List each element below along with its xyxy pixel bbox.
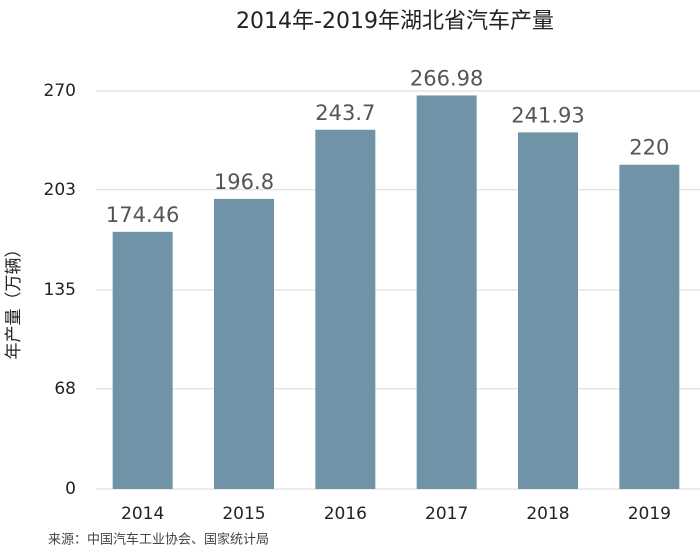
bar <box>619 164 680 489</box>
y-tick-label: 135 <box>44 280 76 300</box>
x-tick-label: 2017 <box>425 504 468 524</box>
bar <box>315 129 376 490</box>
y-tick-label: 68 <box>54 379 76 399</box>
y-axis-label: 年产量（万辆） <box>4 241 24 360</box>
y-tick-label: 0 <box>65 479 76 499</box>
value-label: 243.7 <box>315 101 375 125</box>
value-label: 174.46 <box>106 203 179 227</box>
bar <box>112 231 173 489</box>
value-label: 266.98 <box>410 66 483 90</box>
bar <box>416 95 477 489</box>
x-tick-label: 2018 <box>526 504 569 524</box>
x-tick-label: 2019 <box>628 504 671 524</box>
bar <box>518 132 578 489</box>
x-tick-label: 2016 <box>324 504 367 524</box>
value-label: 196.8 <box>214 170 274 194</box>
y-tick-label: 203 <box>44 180 76 200</box>
x-tick-label: 2015 <box>222 504 265 524</box>
x-tick-label: 2014 <box>121 504 164 524</box>
value-label: 241.93 <box>511 103 584 127</box>
chart-title: 2014年-2019年湖北省汽车产量 <box>236 9 554 34</box>
source-note: 来源：中国汽车工业协会、国家统计局 <box>48 532 269 548</box>
bar <box>214 198 274 489</box>
y-tick-label: 270 <box>44 81 76 101</box>
value-label: 220 <box>629 136 669 160</box>
